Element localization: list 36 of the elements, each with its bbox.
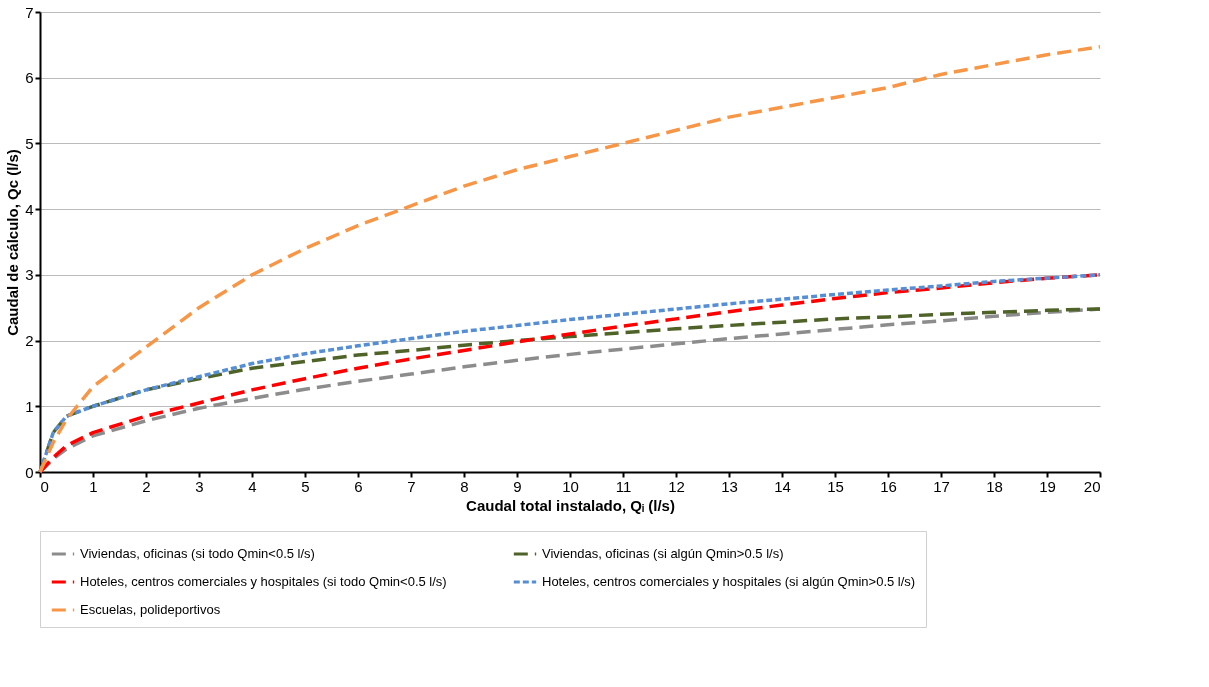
x-tick-label: 15 — [827, 477, 844, 495]
y-tick-label: 3 — [25, 266, 34, 284]
x-tick-label: 8 — [460, 477, 469, 495]
x-tick-label: 16 — [880, 477, 897, 495]
x-tick-label: 6 — [354, 477, 363, 495]
legend-label: Viviendas, oficinas (si todo Qmin<0.5 l/s) — [80, 546, 315, 561]
x-tick-label: 7 — [407, 477, 416, 495]
legend-label: Hoteles, centros comerciales y hospitales (si algún Qmin>0.5 l/s) — [542, 574, 916, 589]
y-tick-label: 1 — [25, 397, 34, 415]
x-tick-label: 14 — [774, 477, 791, 495]
legend-label: Viviendas, oficinas (si algún Qmin>0.5 l/s) — [542, 546, 784, 561]
y-tick-label: 2 — [25, 332, 34, 350]
x-tick-label: 5 — [301, 477, 310, 495]
x-tick-label: 3 — [195, 477, 204, 495]
x-tick-label: 11 — [615, 477, 632, 495]
legend-label: Hoteles, centros comerciales y hospitales (si todo Qmin<0.5 l/s) — [80, 574, 447, 589]
x-tick-label: 13 — [721, 477, 738, 495]
y-tick-label: 6 — [25, 69, 34, 87]
x-tick-label: 20 — [1083, 477, 1101, 495]
x-tick-label: 4 — [248, 477, 257, 495]
x-tick-label: 18 — [986, 477, 1003, 495]
x-tick-label: 10 — [562, 477, 579, 495]
x-tick-label: 12 — [668, 477, 685, 495]
y-axis-title: Caudal de cálculo, Qc (l/s) — [4, 149, 22, 336]
x-tick-label: 9 — [513, 477, 522, 495]
x-tick-label: 2 — [142, 477, 151, 495]
x-tick-label: 19 — [1039, 477, 1056, 495]
x-tick-label: 17 — [933, 477, 950, 495]
x-tick-label: 0 — [40, 477, 49, 495]
x-tick-label: 1 — [89, 477, 98, 495]
y-tick-label: 0 — [25, 463, 34, 481]
x-axis-title: Caudal total instalado, Qᵢ (l/s) — [466, 496, 675, 514]
y-tick-label: 4 — [25, 200, 34, 218]
y-tick-label: 7 — [25, 3, 34, 21]
legend-label: Escuelas, polideportivos — [80, 602, 221, 617]
y-tick-label: 5 — [25, 134, 34, 152]
